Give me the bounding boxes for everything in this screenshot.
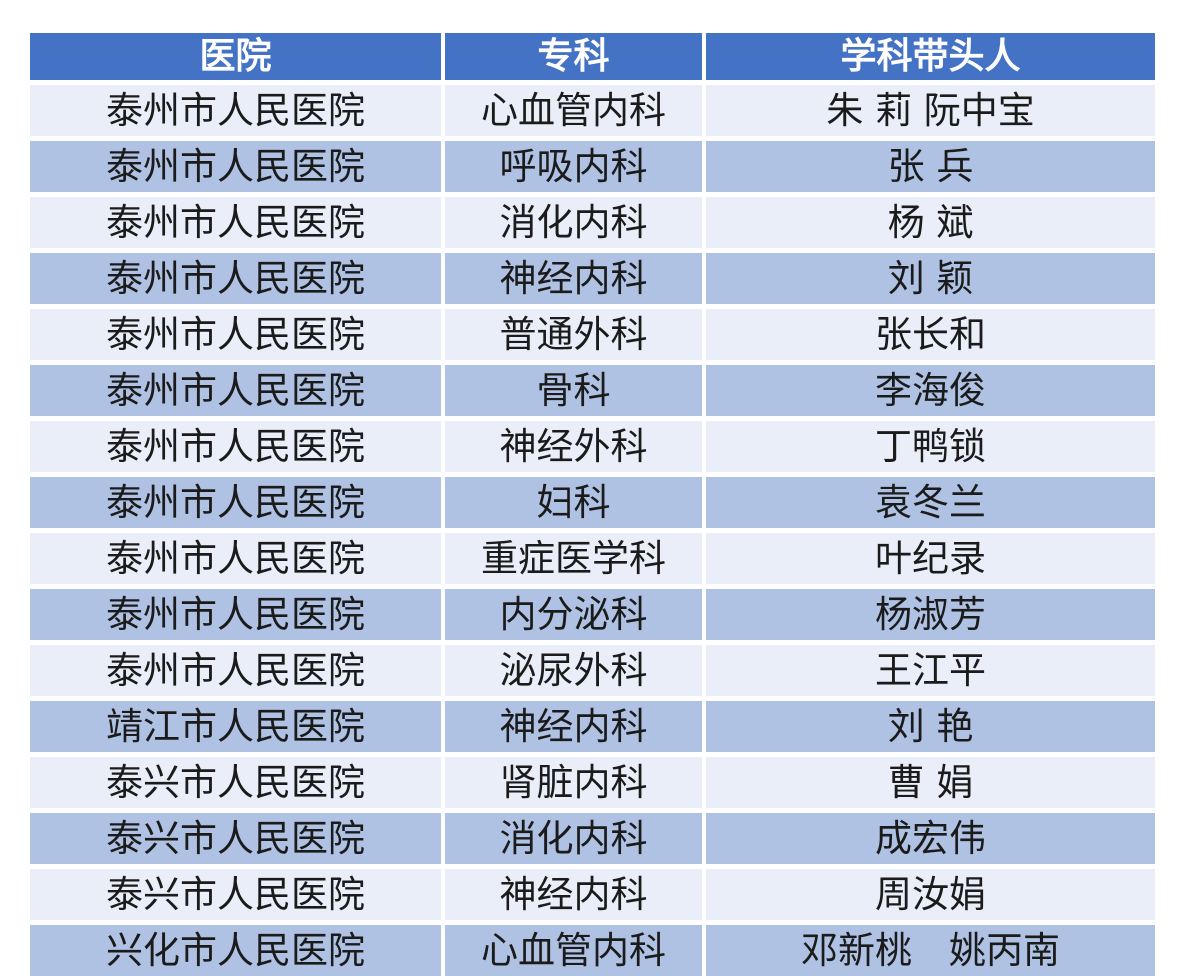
specialty-cell: 心血管内科 [445, 925, 702, 976]
table-header-row: 医院 专科 学科带头人 [30, 33, 1155, 80]
leader-cell: 刘 艳 [706, 701, 1155, 752]
table-row: 泰州市人民医院 普通外科 张长和 [30, 309, 1155, 360]
specialty-cell: 内分泌科 [445, 589, 702, 640]
hospital-cell: 泰州市人民医院 [30, 365, 441, 416]
specialty-cell: 神经内科 [445, 701, 702, 752]
table-row: 泰兴市人民医院 肾脏内科 曹 娟 [30, 757, 1155, 808]
leader-cell: 成宏伟 [706, 813, 1155, 864]
leader-cell: 杨 斌 [706, 197, 1155, 248]
table-row: 泰兴市人民医院 神经内科 周汝娟 [30, 869, 1155, 920]
specialty-cell: 神经内科 [445, 869, 702, 920]
hospital-specialty-leader-table: 医院 专科 学科带头人 泰州市人民医院 心血管内科 朱 莉 阮中宝 泰州市人民医… [30, 33, 1155, 976]
hospital-cell: 泰兴市人民医院 [30, 757, 441, 808]
hospital-cell: 泰州市人民医院 [30, 645, 441, 696]
specialty-cell: 重症医学科 [445, 533, 702, 584]
leader-cell: 刘 颖 [706, 253, 1155, 304]
table-row: 泰州市人民医院 重症医学科 叶纪录 [30, 533, 1155, 584]
specialty-cell: 消化内科 [445, 813, 702, 864]
specialty-cell: 心血管内科 [445, 85, 702, 136]
specialty-cell: 普通外科 [445, 309, 702, 360]
leader-cell: 杨淑芳 [706, 589, 1155, 640]
table-row: 靖江市人民医院 神经内科 刘 艳 [30, 701, 1155, 752]
specialty-cell: 肾脏内科 [445, 757, 702, 808]
hospital-cell: 泰州市人民医院 [30, 197, 441, 248]
leader-cell: 周汝娟 [706, 869, 1155, 920]
table-row: 泰州市人民医院 消化内科 杨 斌 [30, 197, 1155, 248]
hospital-cell: 泰州市人民医院 [30, 589, 441, 640]
leader-cell: 王江平 [706, 645, 1155, 696]
specialty-cell: 泌尿外科 [445, 645, 702, 696]
hospital-cell: 泰州市人民医院 [30, 533, 441, 584]
hospital-cell: 泰州市人民医院 [30, 477, 441, 528]
table-row: 泰兴市人民医院 消化内科 成宏伟 [30, 813, 1155, 864]
table-row: 泰州市人民医院 神经内科 刘 颖 [30, 253, 1155, 304]
column-header-hospital: 医院 [30, 33, 441, 80]
leader-cell: 李海俊 [706, 365, 1155, 416]
leader-cell: 张 兵 [706, 141, 1155, 192]
table-row: 兴化市人民医院 心血管内科 邓新桃 姚丙南 [30, 925, 1155, 976]
leader-cell: 张长和 [706, 309, 1155, 360]
specialty-cell: 呼吸内科 [445, 141, 702, 192]
hospital-cell: 泰州市人民医院 [30, 253, 441, 304]
hospital-cell: 泰兴市人民医院 [30, 869, 441, 920]
hospital-cell: 兴化市人民医院 [30, 925, 441, 976]
leader-cell: 曹 娟 [706, 757, 1155, 808]
hospital-cell: 泰州市人民医院 [30, 141, 441, 192]
specialty-cell: 骨科 [445, 365, 702, 416]
table-row: 泰州市人民医院 妇科 袁冬兰 [30, 477, 1155, 528]
table-row: 泰州市人民医院 骨科 李海俊 [30, 365, 1155, 416]
specialty-cell: 神经外科 [445, 421, 702, 472]
hospital-cell: 泰州市人民医院 [30, 421, 441, 472]
leader-cell: 丁鸭锁 [706, 421, 1155, 472]
table-row: 泰州市人民医院 内分泌科 杨淑芳 [30, 589, 1155, 640]
leader-cell: 袁冬兰 [706, 477, 1155, 528]
table-row: 泰州市人民医院 神经外科 丁鸭锁 [30, 421, 1155, 472]
table-row: 泰州市人民医院 呼吸内科 张 兵 [30, 141, 1155, 192]
hospital-cell: 泰兴市人民医院 [30, 813, 441, 864]
specialty-cell: 妇科 [445, 477, 702, 528]
specialty-cell: 消化内科 [445, 197, 702, 248]
hospital-cell: 泰州市人民医院 [30, 309, 441, 360]
leader-cell: 邓新桃 姚丙南 [706, 925, 1155, 976]
leader-cell: 叶纪录 [706, 533, 1155, 584]
hospital-cell: 靖江市人民医院 [30, 701, 441, 752]
leader-cell: 朱 莉 阮中宝 [706, 85, 1155, 136]
column-header-specialty: 专科 [445, 33, 702, 80]
column-header-leader: 学科带头人 [706, 33, 1155, 80]
hospital-cell: 泰州市人民医院 [30, 85, 441, 136]
table-row: 泰州市人民医院 心血管内科 朱 莉 阮中宝 [30, 85, 1155, 136]
table-row: 泰州市人民医院 泌尿外科 王江平 [30, 645, 1155, 696]
specialty-cell: 神经内科 [445, 253, 702, 304]
